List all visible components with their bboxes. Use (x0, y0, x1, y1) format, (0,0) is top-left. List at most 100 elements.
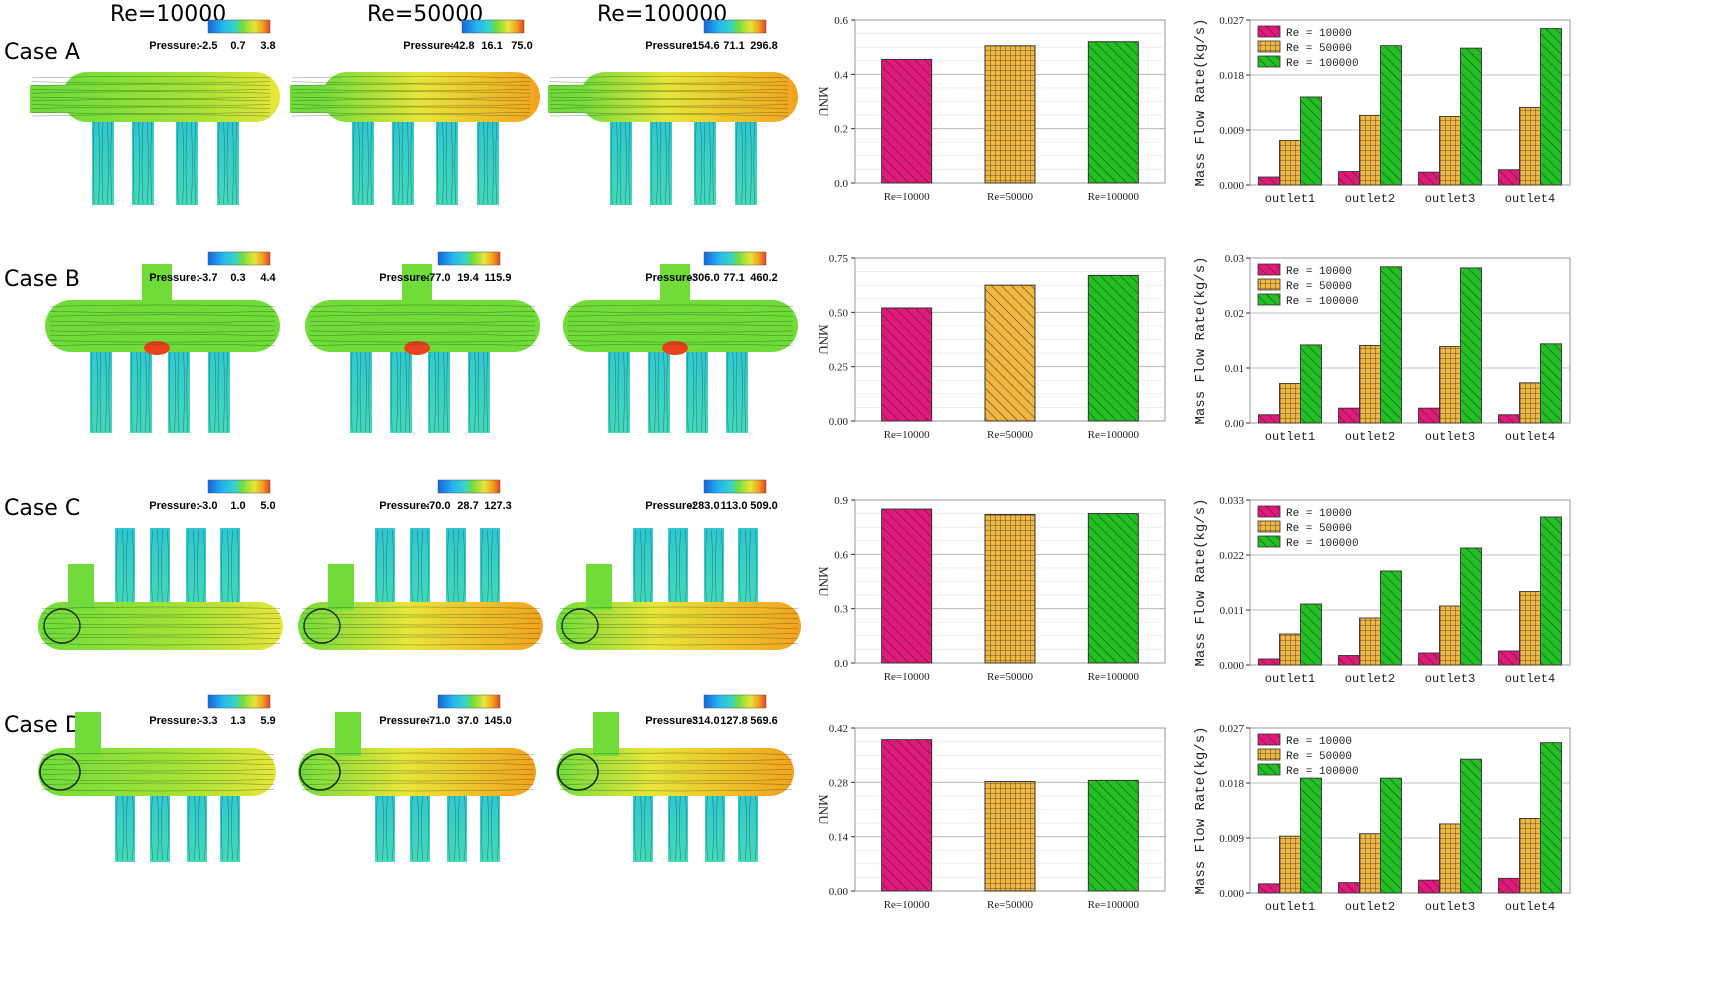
pressure-colorbar (703, 251, 767, 266)
x-tick-label: outlet2 (1345, 900, 1395, 914)
bar-outlet3-s2 (1460, 267, 1482, 424)
pressure-tick: 1.0 (230, 500, 245, 512)
pressure-colorbar (461, 19, 525, 34)
case-b-contour-1 (305, 264, 540, 433)
outlet-pipe (187, 790, 207, 862)
legend-label: Re = 10000 (1286, 28, 1352, 40)
bar-outlet1-s1 (1279, 382, 1301, 424)
bar-outlet4-s1 (1519, 591, 1541, 666)
outlet-pipe (468, 345, 490, 433)
legend-swatch (1257, 748, 1281, 761)
case-d-contour-2 (556, 712, 794, 862)
outlet-pipe (220, 790, 240, 862)
pressure-tick: 115.9 (485, 272, 512, 284)
bar-outlet1-s0 (1258, 883, 1280, 894)
y-tick-label: 0.009 (1219, 125, 1244, 137)
legend-label: Re = 100000 (1286, 538, 1359, 550)
x-tick-label: Re=100000 (1088, 671, 1140, 683)
pressure-tick: 5.0 (260, 500, 275, 512)
legend-swatch (1257, 733, 1281, 746)
pressure-tick: -314.0 (688, 715, 719, 727)
inlet-pipe (402, 264, 432, 310)
pressure-tick: -283.0 (688, 500, 719, 512)
x-tick-label: outlet3 (1425, 900, 1475, 914)
y-tick-label: 0.011 (1220, 605, 1244, 617)
outlet-pipe (694, 120, 716, 205)
pressure-scale-d-1: Pressure:-71.0 37.0 145.0 (379, 694, 512, 727)
y-tick-label: 0.027 (1219, 15, 1244, 27)
pressure-tick: 71.1 (723, 40, 744, 52)
x-tick-label: Re=10000 (884, 671, 930, 683)
outlet-pipe (447, 790, 467, 862)
legend-label: Re = 100000 (1286, 296, 1359, 308)
x-tick-label: outlet2 (1345, 430, 1395, 444)
y-tick-label: 0.0 (834, 178, 848, 190)
x-tick-label: outlet4 (1505, 192, 1555, 206)
bar-outlet3-s2 (1460, 758, 1482, 894)
pressure-label: Pressure: (149, 272, 200, 284)
bar-outlet3-s1 (1439, 823, 1461, 894)
bar-re-10000 (881, 307, 933, 422)
pressure-tick: 1.3 (230, 715, 245, 727)
case-c-contour-0 (38, 528, 283, 650)
pressure-scale-b-1: Pressure:-77.0 19.4 115.9 (379, 251, 512, 284)
bar-re-50000 (984, 284, 1036, 422)
chart-case-d-mass-flow: 0.000 0.009 0.018 0.027 Mass Flow Rate(kg/s)… (1193, 723, 1571, 914)
case-a-contour-0 (30, 72, 280, 205)
legend-label: Re = 10000 (1286, 266, 1352, 278)
bar-outlet2-s0 (1338, 407, 1360, 424)
header-body (556, 748, 794, 796)
bar-outlet4-s2 (1540, 742, 1562, 894)
pressure-scale-d-2: Pressure:-314.0 127.8 569.6 (645, 694, 778, 727)
legend-swatch (1257, 763, 1281, 776)
outlet-pipe (735, 120, 757, 205)
x-tick-label: Re=10000 (884, 429, 930, 441)
outlet-pipe (390, 345, 412, 433)
y-tick-label: 0.000 (1219, 660, 1244, 672)
x-tick-label: Re=100000 (1088, 429, 1140, 441)
bar-outlet3-s1 (1439, 116, 1461, 186)
bar-outlet3-s0 (1418, 652, 1440, 666)
vortex (43, 608, 81, 644)
stagnation-spot (404, 341, 430, 355)
y-tick-label: 0.018 (1219, 70, 1244, 82)
outlet-pipe (633, 528, 653, 608)
pressure-scale-d-0: Pressure:-3.3 1.3 5.9 (149, 694, 276, 727)
y-axis-title: MNU (816, 324, 831, 355)
y-tick-label: 0.3 (834, 604, 848, 616)
pressure-label: Pressure: (645, 500, 696, 512)
inlet-pipe (142, 264, 172, 310)
outlet-pipe (477, 120, 499, 205)
pressure-tick: -77.0 (425, 272, 450, 284)
chart-case-a-mass-flow: 0.000 0.009 0.018 0.027 Mass Flow Rate(kg/s)… (1193, 15, 1571, 206)
outlet-pipe (208, 345, 230, 433)
bar-outlet2-s1 (1359, 344, 1381, 424)
bar-outlet3-s1 (1439, 605, 1461, 666)
bar-outlet1-s2 (1300, 96, 1322, 186)
pressure-scale-a-1: Pressure:-42.8 16.1 75.0 (403, 19, 533, 52)
x-tick-label: Re=100000 (1088, 899, 1140, 911)
outlet-pipe (150, 528, 170, 608)
pressure-scale-c-2: Pressure:-283.0 113.0 509.0 (645, 479, 778, 512)
outlet-pipe (410, 790, 430, 862)
outlet-pipe (705, 790, 725, 862)
y-tick-label: 0.25 (829, 362, 849, 374)
y-tick-label: 0.0 (834, 658, 848, 670)
outlet-pipe (738, 790, 758, 862)
header-body (298, 748, 536, 796)
bar-outlet1-s1 (1279, 633, 1301, 666)
bar-outlet1-s1 (1279, 139, 1301, 186)
pressure-colorbar (207, 694, 271, 709)
bar-outlet4-s0 (1498, 169, 1520, 186)
pressure-tick: 0.7 (230, 40, 245, 52)
x-tick-label: Re=50000 (987, 429, 1033, 441)
x-tick-label: Re=10000 (884, 191, 930, 203)
pressure-label: Pressure: (379, 272, 430, 284)
case-a-contour-1 (290, 72, 540, 205)
case-b-label: Case B (4, 267, 80, 292)
pressure-label: Pressure: (149, 500, 200, 512)
legend-swatch (1257, 25, 1281, 38)
bar-re-10000 (881, 739, 933, 892)
bar-outlet2-s1 (1359, 114, 1381, 186)
x-tick-label: Re=50000 (987, 899, 1033, 911)
